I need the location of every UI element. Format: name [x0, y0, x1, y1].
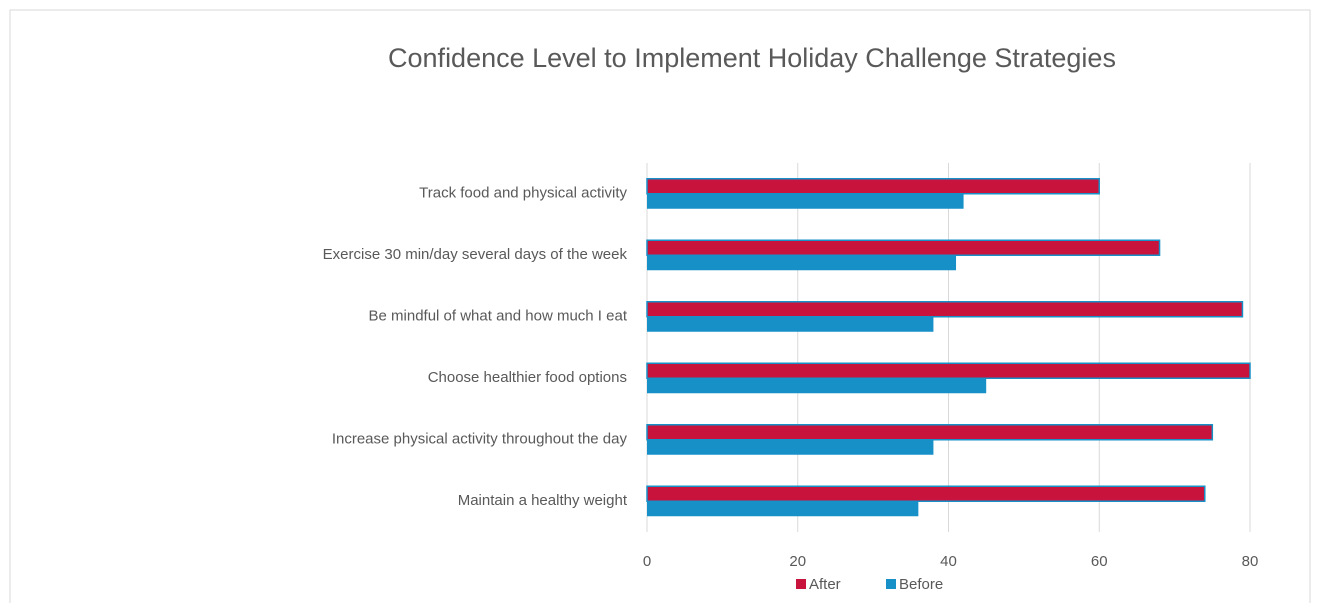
- bar: [647, 501, 919, 517]
- bar: [647, 378, 987, 394]
- bar: [646, 239, 1161, 256]
- bar: [647, 316, 934, 332]
- y-tick-label: Track food and physical activity: [419, 185, 627, 202]
- x-tick-label: 0: [643, 553, 651, 570]
- x-tick-label: 80: [1242, 553, 1259, 570]
- bar: [647, 193, 964, 209]
- y-tick-label: Maintain a healthy weight: [458, 492, 628, 509]
- y-tick-label: Increase physical activity throughout th…: [332, 431, 628, 448]
- bar: [646, 362, 1251, 379]
- chart-title: Confidence Level to Implement Holiday Ch…: [388, 43, 1116, 73]
- x-tick-label: 20: [789, 553, 806, 570]
- legend-label: Before: [899, 576, 943, 593]
- y-tick-label: Exercise 30 min/day several days of the …: [323, 246, 628, 263]
- legend-swatch: [796, 579, 806, 589]
- bar: [646, 178, 1100, 195]
- x-tick-label: 40: [940, 553, 957, 570]
- y-tick-label: Choose healthier food options: [428, 369, 627, 386]
- x-tick-label: 60: [1091, 553, 1108, 570]
- bar: [646, 485, 1206, 502]
- bar: [647, 439, 934, 455]
- legend-label: After: [809, 576, 841, 593]
- y-tick-label: Be mindful of what and how much I eat: [369, 308, 628, 325]
- bar: [647, 255, 957, 271]
- legend-swatch: [886, 579, 896, 589]
- bar: [646, 301, 1244, 318]
- bar: [646, 424, 1214, 441]
